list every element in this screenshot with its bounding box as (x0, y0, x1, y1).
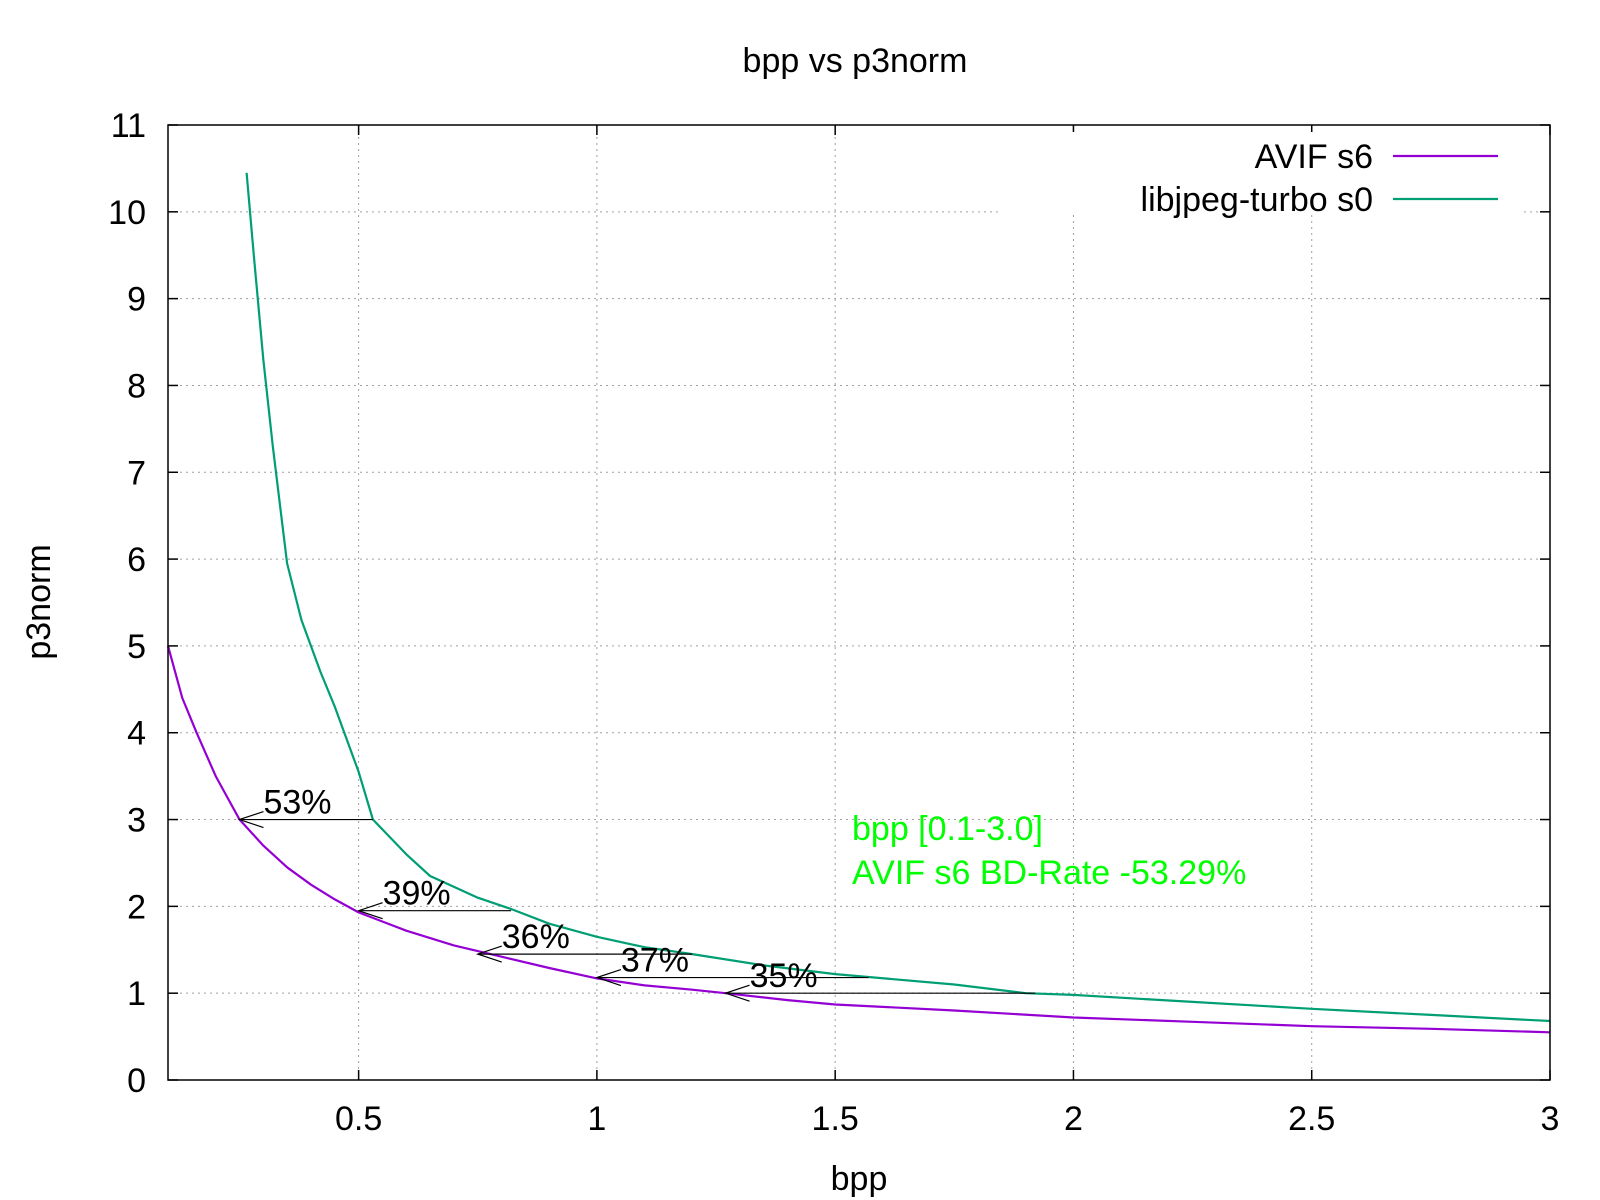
y-tick-label: 1 (127, 975, 146, 1013)
annotation-arrowhead (356, 902, 383, 920)
y-tick-label: 10 (108, 194, 146, 232)
series-line-1 (166, 645, 1551, 1034)
x-tick-label: 0.5 (335, 1100, 382, 1138)
y-axis-label: p3norm (20, 544, 58, 659)
annotation-label: 53% (263, 784, 331, 822)
chart-title: bpp vs p3norm (743, 42, 968, 80)
annotations: 53% 39% 36% 37% 35% (237, 784, 1036, 1002)
annotation-label: 39% (383, 875, 451, 913)
x-tick-label: 2.5 (1288, 1100, 1335, 1138)
bd-rate-value-text: AVIF s6 BD-Rate -53.29% (852, 854, 1246, 892)
series-line-2 (245, 172, 1551, 1023)
annotation-arrowhead (723, 984, 750, 1002)
x-tick-label: 2 (1064, 1100, 1083, 1138)
y-tick-label: 4 (127, 715, 146, 753)
legend-label: AVIF s6 (1255, 138, 1373, 176)
legend-box (1000, 132, 1520, 214)
y-tick-label: 2 (127, 888, 146, 926)
y-tick-label: 5 (127, 628, 146, 666)
legend-label: libjpeg-turbo s0 (1141, 181, 1373, 219)
annotation-arrowhead (475, 945, 502, 963)
y-tick-label: 6 (127, 541, 146, 579)
legend: AVIF s6 libjpeg-turbo s0 (1000, 132, 1520, 219)
bd-rate-range-text: bpp [0.1-3.0] (852, 810, 1043, 848)
annotation-label: 37% (621, 942, 689, 980)
x-axis-label: bpp (831, 1160, 888, 1198)
series-lines (166, 172, 1551, 1034)
annotation-label: 36% (502, 918, 570, 956)
y-tick-label: 3 (127, 802, 146, 840)
grid-lines (168, 125, 1550, 1080)
x-tick-label: 1.5 (812, 1100, 859, 1138)
annotation-arrowhead (594, 968, 622, 987)
y-tick-label: 9 (127, 281, 146, 319)
y-tick-label: 0 (127, 1062, 146, 1100)
axis-ticks: 0.5 1 1.5 2 2.5 3 0 1 2 3 4 5 6 7 8 9 10 11 (108, 107, 1559, 1138)
y-tick-label: 7 (127, 454, 146, 492)
annotation-label: 35% (750, 957, 818, 995)
annotation-arrowhead (237, 810, 264, 829)
y-tick-label: 8 (127, 367, 146, 405)
x-tick-label: 3 (1541, 1100, 1560, 1138)
x-tick-label: 1 (587, 1100, 606, 1138)
y-tick-label: 11 (111, 107, 146, 145)
plot-frame (167, 124, 1551, 1081)
